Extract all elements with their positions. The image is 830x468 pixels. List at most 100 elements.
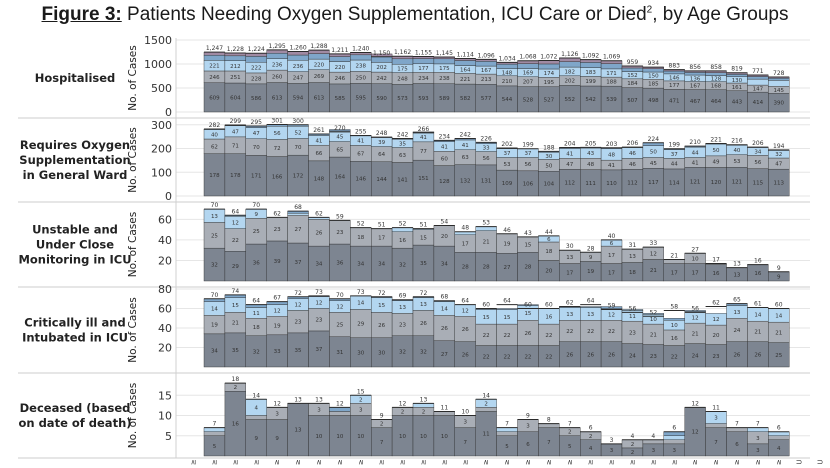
segment-value-label: 45 xyxy=(650,161,657,167)
segment-value-label: 21 xyxy=(692,331,699,337)
bar-total-label: 60 xyxy=(545,302,553,309)
y-axis-title: No. of Cases xyxy=(127,212,139,277)
bar-total-label: 48 xyxy=(461,225,469,232)
bar-total-label: 255 xyxy=(355,128,367,135)
segment-value-label: 26 xyxy=(441,326,448,332)
segment-value-label: 114 xyxy=(669,180,680,186)
segment-value-label: 132 xyxy=(460,178,471,184)
bar-total-label: 3 xyxy=(610,437,614,444)
segment-value-label: 14 xyxy=(357,301,364,307)
bar-total-label: 30 xyxy=(566,243,574,250)
segment-value-label: 17 xyxy=(462,242,469,248)
x-category-label: ≥ xyxy=(545,459,553,465)
segment-value-label: 5 xyxy=(568,444,572,450)
panel-label: Hospitalised xyxy=(35,71,116,85)
x-category-label: ≥ xyxy=(252,459,260,465)
bar-total-label: 13 xyxy=(733,261,741,268)
segment-value-label: 10 xyxy=(420,434,427,440)
segment-value-label: 31 xyxy=(336,350,343,356)
segment-value-label: 207 xyxy=(523,80,534,86)
segment-value-label: 41 xyxy=(357,139,364,145)
x-category-label: ≥ xyxy=(294,459,302,465)
bar-segment xyxy=(412,58,435,65)
bar-total-label: 226 xyxy=(480,135,492,142)
segment-value-label: 41 xyxy=(462,143,469,149)
segment-value-label: 172 xyxy=(293,174,304,180)
segment-value-label: 13 xyxy=(733,272,740,278)
segment-value-label: 10 xyxy=(441,434,448,440)
segment-value-label: 22 xyxy=(524,354,531,360)
x-category-label: ≥ xyxy=(273,459,281,465)
bar-total-label: 6 xyxy=(777,425,781,432)
panel-label: Under Close xyxy=(36,238,114,252)
segment-value-label: 14 xyxy=(211,307,218,313)
segment-value-label: 18 xyxy=(253,325,260,331)
bar-segment xyxy=(287,54,309,61)
segment-value-label: 49 xyxy=(713,160,720,166)
x-category-label: ≥ xyxy=(566,459,574,465)
bar-total-label: 6 xyxy=(589,425,593,432)
y-tick-label: 0 xyxy=(165,106,172,119)
bar-total-label: 13 xyxy=(420,396,428,403)
segment-value-label: 164 xyxy=(460,68,471,74)
segment-value-label: 182 xyxy=(565,69,576,75)
segment-value-label: 585 xyxy=(335,96,346,102)
segment-value-label: 12 xyxy=(713,317,720,323)
bar-segment xyxy=(580,62,602,68)
x-category-label: ≥ xyxy=(608,459,616,465)
segment-value-label: 13 xyxy=(295,428,302,434)
segment-value-label: 34 xyxy=(441,262,448,268)
segment-value-label: 5 xyxy=(505,444,509,450)
bar-total-label: 206 xyxy=(752,140,764,147)
x-category-label: U xyxy=(796,459,804,464)
segment-value-label: 41 xyxy=(608,163,615,169)
bar-total-label: 188 xyxy=(543,144,555,151)
y-tick-label: 500 xyxy=(151,82,172,95)
segment-value-label: 56 xyxy=(483,156,490,162)
x-category-label: ≥ xyxy=(775,459,783,465)
bar-segment xyxy=(350,54,372,61)
bar-total-label: 27 xyxy=(691,246,699,253)
segment-value-label: 15 xyxy=(232,303,239,309)
bar-total-label: 1,224 xyxy=(248,46,265,53)
segment-value-label: 16 xyxy=(545,314,552,320)
segment-value-label: 3 xyxy=(275,411,279,417)
bar-total-label: 60 xyxy=(482,302,490,309)
segment-value-label: 4 xyxy=(777,446,781,452)
segment-value-label: 19 xyxy=(274,324,281,330)
segment-value-label: 542 xyxy=(585,97,596,103)
bar-total-label: 15 xyxy=(357,388,365,395)
x-category-label: ≥ xyxy=(419,459,427,465)
segment-value-label: 414 xyxy=(753,100,764,106)
bar-segment xyxy=(371,56,393,63)
x-category-label: ≥ xyxy=(378,459,386,465)
segment-value-label: 22 xyxy=(483,354,490,360)
segment-value-label: 37 xyxy=(524,151,531,157)
segment-value-label: 20 xyxy=(441,234,448,240)
bar-total-label: 856 xyxy=(689,64,701,71)
segment-value-label: 242 xyxy=(376,76,387,82)
segment-value-label: 236 xyxy=(272,62,283,68)
bar-total-label: 194 xyxy=(773,143,785,150)
bar-segment xyxy=(747,76,769,80)
bar-total-label: 221 xyxy=(710,137,722,144)
segment-value-label: 4 xyxy=(589,446,593,452)
segment-value-label: 25 xyxy=(253,229,260,235)
segment-value-label: 47 xyxy=(232,129,239,135)
x-category-label: ≥ xyxy=(440,459,448,465)
bar-total-label: 1,068 xyxy=(519,54,536,61)
y-tick-label: 80 xyxy=(158,283,172,296)
segment-value-label: 112 xyxy=(627,181,638,187)
bar-total-label: 266 xyxy=(418,126,430,133)
x-category-label: ≥ xyxy=(733,459,741,465)
segment-value-label: 32 xyxy=(399,349,406,355)
x-category-label: ≥ xyxy=(461,459,469,465)
segment-value-label: 23 xyxy=(336,230,343,236)
bar-segment xyxy=(538,60,560,65)
bar-total-label: 1,247 xyxy=(206,45,223,52)
segment-value-label: 34 xyxy=(357,262,364,268)
bar-total-label: 1,072 xyxy=(540,54,557,61)
segment-value-label: 11 xyxy=(483,432,490,438)
bar-total-label: 210 xyxy=(689,139,701,146)
bar-total-label: 12 xyxy=(336,400,344,407)
